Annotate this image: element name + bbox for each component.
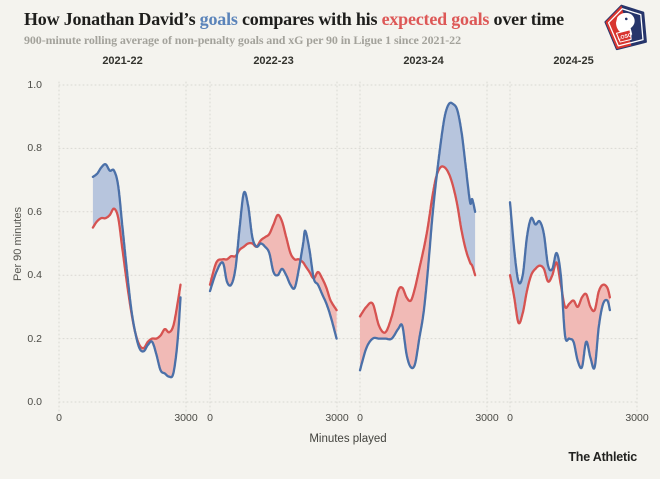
goals-above-xg-area bbox=[237, 191, 314, 279]
the-athletic-wordmark: The Athletic bbox=[568, 450, 637, 464]
page-subtitle: 900-minute rolling average of non-penalt… bbox=[24, 33, 461, 47]
y-tick-label: 1.0 bbox=[27, 79, 42, 91]
goals-line bbox=[358, 101, 477, 372]
y-tick-label: 0.2 bbox=[27, 332, 42, 345]
x-tick-label: 0 bbox=[357, 412, 363, 424]
xg-above-goals-area bbox=[360, 174, 437, 371]
x-tick-label: 0 bbox=[56, 412, 62, 424]
x-tick-label: 3000 bbox=[475, 412, 499, 424]
goals-line bbox=[508, 201, 612, 370]
x-axis-title: Minutes played bbox=[309, 433, 387, 445]
goals-above-xg-area bbox=[92, 164, 136, 333]
xg-above-goals-area bbox=[135, 284, 181, 378]
title-post: over time bbox=[489, 9, 565, 29]
goals-line bbox=[91, 163, 182, 379]
goals-line bbox=[208, 190, 338, 340]
losc-lille-logo: LOSC bbox=[604, 3, 650, 58]
x-tick-label: 3000 bbox=[174, 412, 198, 424]
x-tick-label: 0 bbox=[507, 412, 513, 424]
goals-above-xg-area bbox=[510, 202, 563, 324]
xg-line bbox=[358, 165, 477, 334]
title-mid: compares with his bbox=[237, 9, 382, 29]
season-label-2024-25: 2024-25 bbox=[553, 55, 594, 67]
losc-badge-text: LOSC bbox=[617, 32, 633, 41]
y-tick-label: 0.8 bbox=[27, 142, 42, 155]
xg-line bbox=[91, 207, 182, 350]
losc-crest-icon: LOSC bbox=[604, 4, 647, 51]
y-tick-label: 0.0 bbox=[27, 396, 42, 408]
y-tick-label: 0.6 bbox=[27, 205, 42, 218]
x-tick-label: 0 bbox=[207, 412, 213, 424]
y-tick-label: 0.4 bbox=[27, 269, 42, 282]
season-label-2021-22: 2021-22 bbox=[102, 55, 143, 67]
page-title: How Jonathan David’s goals compares with… bbox=[24, 8, 599, 30]
title-xg-highlight: expected goals bbox=[381, 9, 490, 29]
x-tick-label: 3000 bbox=[325, 412, 349, 424]
goals-above-xg-area bbox=[436, 102, 476, 276]
season-label-2023-24: 2023-24 bbox=[403, 55, 444, 67]
x-tick-label: 3000 bbox=[625, 412, 649, 424]
xg-above-goals-area bbox=[562, 284, 610, 369]
title-pre: How Jonathan David’s bbox=[24, 9, 200, 29]
y-axis-title: Per 90 minutes bbox=[12, 207, 24, 281]
xg-above-goals-area bbox=[210, 214, 337, 339]
title-goals-highlight: goals bbox=[199, 9, 238, 29]
season-label-2022-23: 2022-23 bbox=[253, 55, 294, 67]
